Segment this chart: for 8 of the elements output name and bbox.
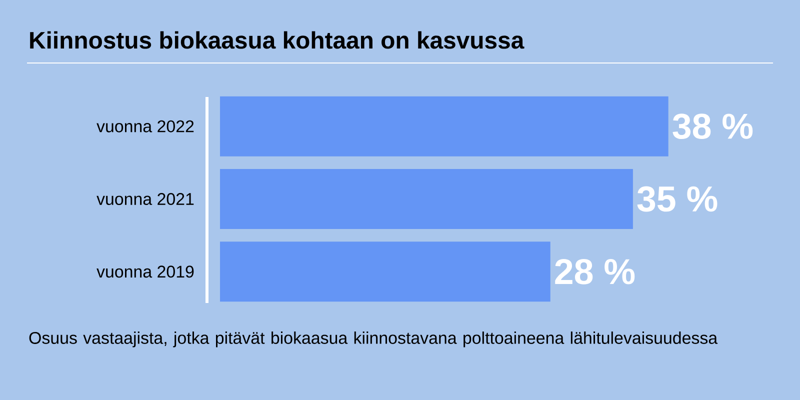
text: Osuus vastaajista, jotka pitävät biokaasua kiinnostavana polttoaineena lähitulevaisuudessa xyxy=(29,332,718,348)
data-label: 28 % xyxy=(555,258,635,284)
y-tick-label: vuonna 2019 xyxy=(96,266,194,278)
data-label: 35 % xyxy=(637,186,718,212)
data-label: 38 % xyxy=(672,114,753,140)
chart-title: Kiinnostus biokaasua kohtaan on kasvussa xyxy=(30,31,524,49)
y-tick-label: vuonna 2022 xyxy=(96,120,194,132)
y-tick-label: vuonna 2021 xyxy=(96,193,194,206)
